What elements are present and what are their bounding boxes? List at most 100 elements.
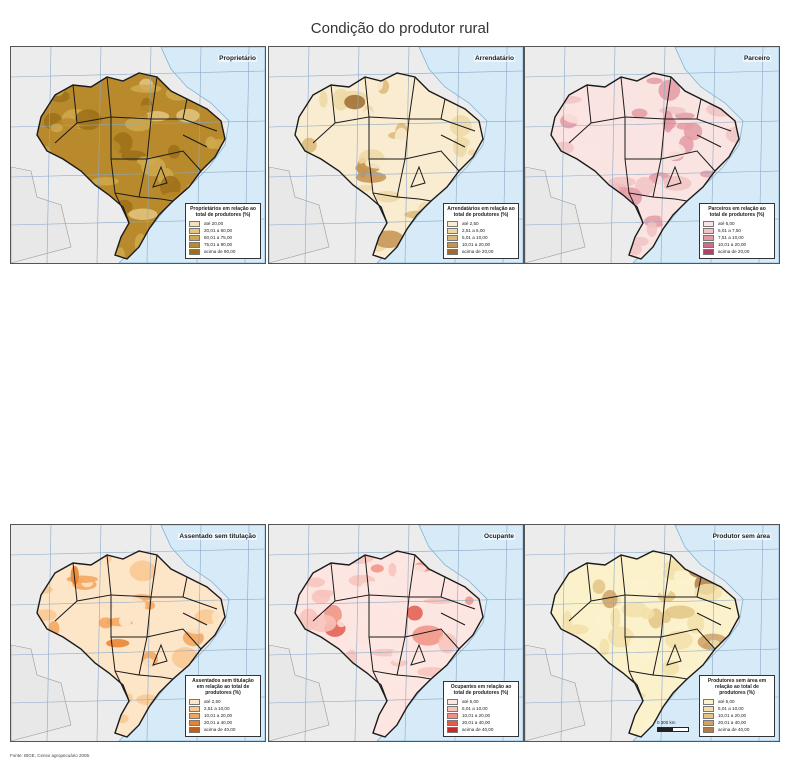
legend-row: 2,51 a 5,00 [447, 227, 515, 234]
state-border [696, 596, 732, 610]
municipality-patch [315, 589, 335, 598]
graticule-line [146, 47, 152, 263]
municipality-patch [659, 204, 673, 224]
municipality-patch [608, 176, 636, 187]
legend-swatch [447, 719, 458, 726]
legend-row: acima de 90,00 [189, 248, 257, 255]
legend-label: até 5,00 [718, 699, 735, 704]
graticule-line [525, 598, 779, 606]
legend-label: acima de 40,00 [462, 727, 494, 732]
graticule-line [525, 120, 779, 128]
graticule-line [96, 525, 102, 741]
municipality-patch [337, 619, 346, 628]
state-border [410, 643, 426, 666]
municipality-patch [301, 137, 317, 153]
neighbor-countries [525, 166, 586, 263]
state-border [396, 196, 432, 202]
legend-swatch [703, 726, 714, 733]
municipality-patch [129, 560, 157, 582]
neighbor-countries [525, 644, 586, 741]
state-border [404, 628, 460, 650]
municipality-patch [453, 135, 468, 158]
municipality-patch [98, 617, 113, 629]
municipality-patch [610, 608, 621, 629]
legend-swatch [703, 248, 714, 255]
municipality-patch [687, 613, 705, 634]
legend-row: 7,51 a 10,00 [703, 234, 771, 241]
state-border [666, 643, 682, 666]
municipality-patch [344, 94, 366, 110]
neighbor-countries [11, 644, 72, 741]
legend-label: 10,01 a 20,00 [462, 713, 491, 718]
municipality-patch [106, 639, 130, 648]
state-border [372, 192, 388, 224]
state-border [628, 192, 644, 224]
graticule-line [560, 47, 566, 263]
state-border [114, 192, 130, 224]
municipality-patch [91, 139, 121, 156]
municipality-patch [660, 176, 692, 191]
municipality-patch [464, 596, 474, 605]
graticule-line [304, 47, 310, 263]
legend-label: 75,01 a 90,00 [204, 242, 233, 247]
country-border [294, 72, 484, 260]
graticule-line [354, 525, 360, 741]
legend-label: 5,01 a 10,00 [462, 706, 488, 711]
municipality-patch [305, 577, 325, 588]
graticule-line [610, 47, 616, 263]
state-border [410, 165, 426, 188]
municipality-patch [659, 106, 686, 115]
legend-swatch [703, 698, 714, 705]
graticule-line [11, 648, 265, 656]
graticule-line [269, 648, 523, 656]
state-border [182, 134, 208, 148]
legend-swatch [189, 227, 200, 234]
legend-row: 20,01 a 40,00 [189, 719, 257, 726]
graticule-line [146, 525, 152, 741]
panel-name: Ocupante [483, 533, 515, 540]
legend-swatch [447, 712, 458, 719]
legend-swatch [447, 698, 458, 705]
graticule-line [304, 525, 310, 741]
municipality-patch [629, 578, 651, 599]
municipality-patch [430, 152, 462, 169]
legend-label: 5,01 a 10,00 [462, 235, 488, 240]
municipality-patch [694, 583, 723, 602]
legend-swatch [189, 712, 200, 719]
legend-title: Produtores sem área em relação ao total … [707, 678, 767, 696]
legend-label: 20,01 a 60,00 [204, 228, 233, 233]
country-border [36, 550, 226, 738]
municipality-patch [631, 236, 649, 247]
state-border [696, 612, 722, 626]
graticule-line [660, 525, 666, 741]
state-border [652, 196, 688, 202]
state-border [146, 150, 202, 172]
legend-row: 10,01 a 20,00 [447, 241, 515, 248]
state-border [440, 612, 466, 626]
legend-label: acima de 40,00 [204, 727, 236, 732]
state-border [138, 196, 174, 202]
legend-row: acima de 40,00 [703, 726, 771, 733]
state-border [624, 595, 666, 638]
municipality-patch [360, 109, 376, 130]
municipality-patch [674, 112, 695, 120]
state-border [404, 150, 460, 172]
municipality-patch [574, 141, 601, 161]
legend-label: 10,01 a 20,00 [718, 242, 747, 247]
legend-row: até 5,00 [447, 698, 515, 705]
legend-swatch [189, 220, 200, 227]
state-border [110, 636, 148, 676]
legend-label: 20,01 a 40,00 [462, 720, 491, 725]
state-border [138, 674, 174, 680]
legend-row: acima de 40,00 [189, 726, 257, 733]
municipality-patch [639, 608, 655, 620]
legend-row: acima de 20,00 [447, 248, 515, 255]
legend-label: 10,01 a 20,00 [204, 713, 233, 718]
graticule-line [11, 120, 265, 128]
map-panel-assentado: Assentado sem titulação Assentados sem t… [10, 524, 266, 742]
legend-swatch [703, 227, 714, 234]
map-legend: Produtores sem área em relação ao total … [699, 675, 775, 737]
legend-swatch [703, 234, 714, 241]
panel-name: Parceiro [742, 55, 771, 62]
municipality-patch [391, 609, 401, 616]
